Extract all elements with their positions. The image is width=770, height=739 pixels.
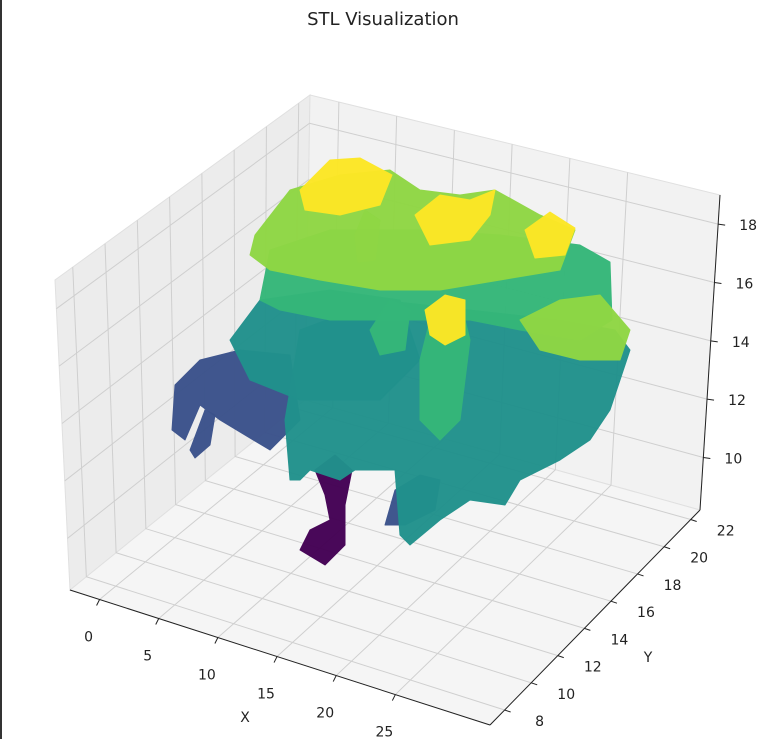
z-tick-label: 14 xyxy=(732,335,750,351)
surface-patch xyxy=(369,299,411,356)
surface-patch xyxy=(424,294,466,346)
y-tick-label: 10 xyxy=(557,687,575,703)
y-tick-label: 8 xyxy=(535,714,544,730)
surface-patch xyxy=(414,189,496,246)
x-tick-label: 20 xyxy=(316,706,334,722)
x-tick-mark xyxy=(391,694,396,701)
y-grid-line xyxy=(201,173,612,602)
y-grid-line xyxy=(104,243,532,684)
x-tick-label: 10 xyxy=(198,668,216,684)
y-tick-label: 22 xyxy=(717,524,735,540)
y-tick-mark xyxy=(690,519,697,522)
y-axis-line xyxy=(489,509,701,726)
y-tick-mark xyxy=(610,600,618,604)
x-tick-label: 5 xyxy=(143,649,152,665)
y-grid-line xyxy=(136,220,558,657)
y-tick-mark xyxy=(557,655,564,659)
y-tick-label: 14 xyxy=(610,632,628,648)
x-tick-mark xyxy=(273,656,278,663)
y-tick-mark xyxy=(584,627,591,631)
z-tick-mark xyxy=(706,398,715,401)
axes: 0 5 10 15 20 25 8 10 12 14 16 18 20 22 10 12 14 16 18 xyxy=(69,194,757,739)
x-tick-label: 0 xyxy=(84,630,93,646)
z-tick-label: 16 xyxy=(736,277,754,293)
z-tick-label: 10 xyxy=(724,452,742,468)
y-tick-label: 16 xyxy=(637,605,655,621)
surface-patch xyxy=(189,409,216,459)
y-tick-label: 20 xyxy=(690,551,708,567)
y-grid-line xyxy=(233,150,638,575)
y-tick-mark xyxy=(531,682,538,686)
surface xyxy=(171,157,631,566)
x-tick-mark xyxy=(214,637,219,644)
y-tick-label: 18 xyxy=(664,578,682,594)
x-tick-label: 15 xyxy=(257,687,275,703)
surface-patch xyxy=(354,209,381,263)
y-grid-line xyxy=(72,267,505,711)
z-tick-mark xyxy=(718,223,726,226)
y-tick-mark xyxy=(637,573,644,577)
y-axis-label: Y xyxy=(643,650,653,666)
x-tick-mark xyxy=(332,675,337,682)
x-grid-line xyxy=(395,172,629,695)
surface-patch xyxy=(524,211,576,259)
z-tick-label: 18 xyxy=(739,218,757,234)
surface-patch xyxy=(519,294,631,361)
z-tick-mark xyxy=(714,282,722,284)
y-tick-mark xyxy=(504,709,511,713)
x-tick-label: 25 xyxy=(375,725,393,739)
y-tick-mark xyxy=(663,546,671,550)
x-axis-line xyxy=(69,589,491,726)
chart-title: STL Visualization xyxy=(307,9,459,30)
surface-patch xyxy=(299,157,393,216)
window-edge xyxy=(0,0,2,739)
z-axis-line xyxy=(699,194,721,511)
x-tick-mark xyxy=(96,599,101,606)
x-axis-label: X xyxy=(240,710,250,726)
z-grid-line xyxy=(56,122,719,310)
z-tick-mark xyxy=(703,457,711,459)
z-tick-mark xyxy=(710,340,718,343)
z-tick-label: 12 xyxy=(728,393,746,409)
x-tick-mark xyxy=(155,618,160,625)
y-tick-label: 12 xyxy=(584,660,602,676)
y-grid-line xyxy=(169,196,585,629)
